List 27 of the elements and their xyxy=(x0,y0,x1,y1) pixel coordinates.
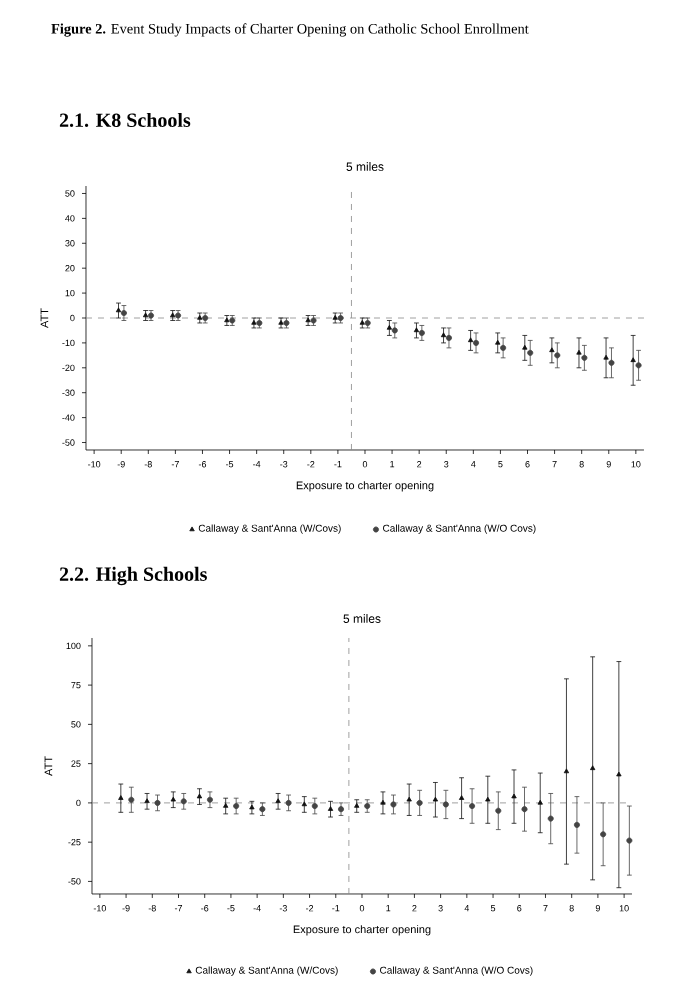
point xyxy=(180,798,187,805)
point xyxy=(473,339,480,346)
point xyxy=(391,327,398,334)
point xyxy=(445,334,452,341)
point xyxy=(521,806,528,813)
point xyxy=(495,807,502,814)
point xyxy=(469,803,476,810)
point xyxy=(527,349,534,356)
point xyxy=(390,801,397,808)
point xyxy=(128,796,135,803)
point xyxy=(442,801,449,808)
point xyxy=(581,354,588,361)
point xyxy=(311,803,318,810)
point xyxy=(285,799,292,806)
point xyxy=(600,831,607,838)
point xyxy=(233,803,240,810)
point xyxy=(608,359,615,366)
point xyxy=(154,799,161,806)
chart-title: 2.2. High Schools xyxy=(59,566,207,586)
point xyxy=(626,837,633,844)
point xyxy=(416,799,423,806)
chart-title: 2.1. K8 Schools xyxy=(59,112,191,128)
point xyxy=(547,815,554,822)
point xyxy=(573,821,580,828)
point xyxy=(635,362,642,369)
point xyxy=(206,796,213,803)
point xyxy=(554,352,561,359)
